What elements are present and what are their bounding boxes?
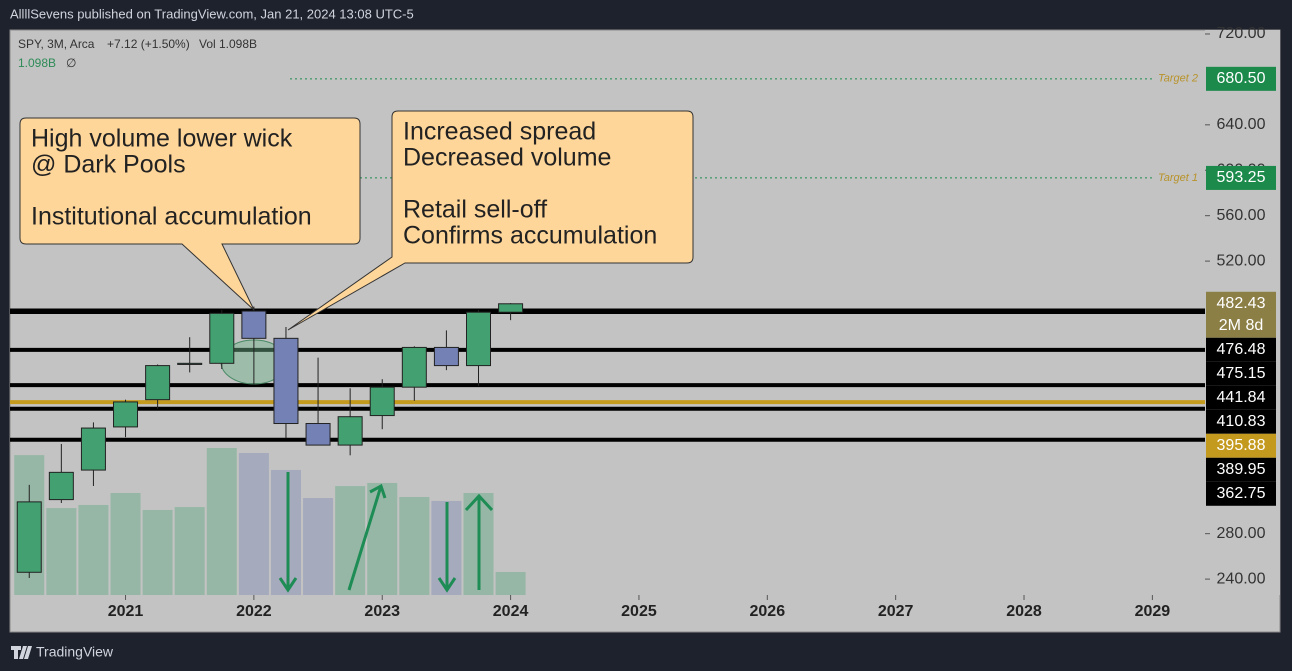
arrow-down — [278, 472, 298, 593]
level-label: 395.88 — [1217, 437, 1266, 454]
brand-name: TradingView — [36, 644, 114, 660]
countdown: 2M 8d — [1219, 317, 1263, 334]
y-tick-label: 520.00 — [1217, 252, 1266, 269]
last-price-label: 482.43 — [1217, 295, 1266, 312]
volume-bar — [174, 507, 205, 595]
arrow-down — [437, 502, 457, 593]
legend-volume: 1.098B — [219, 37, 257, 51]
level-label: 476.48 — [1217, 341, 1266, 358]
candle-body — [113, 401, 139, 428]
level-label: 593.25 — [1217, 169, 1266, 186]
level-label-box — [1206, 457, 1276, 482]
volume-bar — [142, 509, 173, 595]
volume-arrows — [278, 472, 494, 593]
callout-text: Institutional accumulation — [31, 203, 312, 231]
target-name: Target 2 — [1158, 73, 1198, 85]
volume-bar — [238, 453, 269, 595]
x-tick-label: 2029 — [1135, 603, 1171, 620]
candles — [16, 303, 524, 578]
y-tick-label: 280.00 — [1217, 525, 1266, 542]
publish-header: AllllSevens published on TradingView.com… — [10, 6, 414, 21]
candle-body — [433, 346, 459, 367]
level-label: 389.95 — [1217, 461, 1266, 478]
volume-bar — [303, 498, 334, 595]
level-label: 362.75 — [1217, 485, 1266, 502]
candle-body — [305, 423, 331, 446]
level-label-box — [1206, 481, 1276, 506]
study-value: 1.098B — [18, 56, 56, 70]
volume-bar — [78, 504, 109, 595]
volume-bar — [46, 508, 77, 595]
level-label: 680.50 — [1217, 70, 1266, 87]
level-label: 441.84 — [1217, 389, 1266, 406]
legend-change: +7.12 (+1.50%) — [107, 37, 190, 51]
callout: Increased spread Decreased volume Retail… — [287, 110, 694, 331]
level-label-box — [1206, 66, 1276, 91]
callout-text: @ Dark Pools — [31, 151, 186, 179]
level-label-box — [1206, 409, 1276, 434]
x-tick-label: 2022 — [236, 603, 272, 620]
arrow-up — [347, 483, 387, 591]
y-tick-label: 560.00 — [1217, 207, 1266, 224]
level-label-box — [1206, 433, 1276, 458]
candle-body — [177, 362, 203, 365]
volume-pane — [14, 448, 526, 595]
candle-body — [401, 346, 427, 388]
level-label-box — [1206, 385, 1276, 410]
legend-volume-prefix: Vol — [199, 37, 216, 51]
callout-text: Confirms accumulation — [403, 222, 657, 250]
x-tick-label: 2027 — [878, 603, 914, 620]
candle-body — [273, 337, 299, 425]
x-tick-label: 2026 — [750, 603, 786, 620]
callout: High volume lower wick @ Dark Pools Inst… — [19, 117, 361, 311]
arrow-up — [464, 493, 494, 590]
candle-body — [80, 427, 106, 471]
callout-box — [287, 110, 694, 331]
candle-body — [369, 386, 395, 417]
callout-text: Decreased volume — [403, 144, 611, 172]
level-label-box — [1206, 165, 1276, 190]
level-label: 475.15 — [1217, 365, 1266, 382]
level-label-box — [1206, 361, 1276, 386]
last-price-box — [1206, 291, 1276, 338]
callout-text: High volume lower wick — [31, 125, 293, 153]
callout-text: Increased spread — [403, 118, 596, 146]
callout-box — [19, 117, 361, 311]
y-tick-label: 240.00 — [1217, 570, 1266, 587]
x-tick-label: 2023 — [364, 603, 400, 620]
target-name: Target 1 — [1158, 172, 1198, 184]
volume-bar — [110, 493, 141, 595]
axes: 2021 2022 2023 2024 2025 2026 2027 2028 2029 482.… — [108, 33, 1276, 620]
volume-bar — [399, 497, 430, 595]
footer: TradingView — [11, 644, 114, 660]
legend-symbol: SPY, 3M, Arca — [18, 37, 95, 51]
candle-body — [466, 311, 492, 367]
level-label-box — [1206, 337, 1276, 362]
x-tick-label: 2025 — [621, 603, 657, 620]
candle-body — [145, 365, 171, 401]
study-icon: ∅ — [66, 56, 76, 70]
candle-body — [241, 310, 267, 339]
candle-body — [498, 303, 524, 313]
y-tick-label: 640.00 — [1217, 116, 1266, 133]
candle-body — [48, 471, 74, 501]
volume-bar — [206, 448, 237, 595]
candle-body — [16, 501, 42, 573]
candle-body — [337, 416, 363, 446]
volume-bar — [367, 482, 398, 595]
x-tick-label: 2028 — [1006, 603, 1042, 620]
callout-text: Retail sell-off — [403, 196, 547, 224]
volume-bar — [495, 572, 526, 595]
volume-bar — [335, 486, 366, 595]
x-tick-label: 2021 — [108, 603, 144, 620]
x-tick-label: 2024 — [493, 603, 529, 620]
level-label: 410.83 — [1217, 413, 1266, 430]
candle-body — [209, 312, 235, 364]
y-tick-label: 720.00 — [1217, 25, 1266, 42]
volume-bar — [270, 469, 301, 595]
brand-logo — [11, 646, 32, 659]
